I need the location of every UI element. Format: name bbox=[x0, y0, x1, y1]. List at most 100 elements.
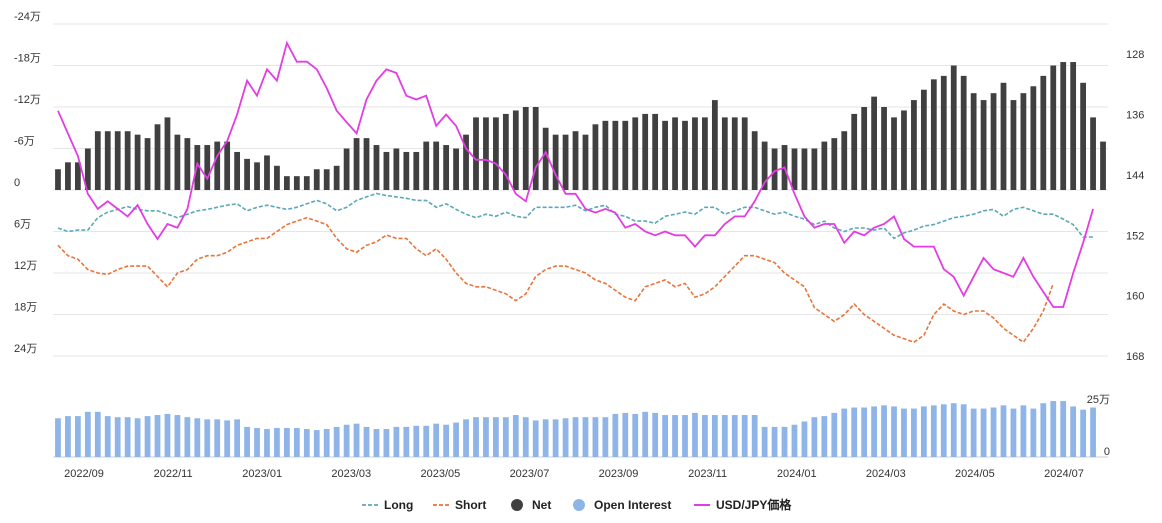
net-bar bbox=[861, 107, 868, 190]
open-interest-bar bbox=[522, 417, 529, 457]
open-interest-bar bbox=[94, 411, 101, 457]
open-interest-bar bbox=[582, 417, 589, 457]
open-interest-bar bbox=[443, 424, 450, 457]
right-tick-label: 168 bbox=[1126, 351, 1144, 363]
open-interest-bar bbox=[841, 408, 848, 457]
open-interest-bar bbox=[622, 412, 629, 457]
net-bar bbox=[84, 148, 91, 190]
open-interest-bar bbox=[493, 417, 499, 457]
open-interest-bar bbox=[771, 426, 778, 457]
x-tick-label: 2022/11 bbox=[154, 468, 193, 480]
open-interest-bar bbox=[1020, 405, 1027, 457]
open-interest-bar bbox=[74, 416, 81, 457]
open-interest-bar bbox=[473, 417, 479, 457]
net-bar bbox=[94, 131, 101, 190]
open-interest-bar bbox=[1030, 408, 1037, 457]
open-interest-bar bbox=[373, 429, 380, 457]
net-bar bbox=[124, 131, 131, 190]
open-interest-bar bbox=[672, 415, 678, 457]
oi-tick-label: 25万 bbox=[1087, 394, 1110, 406]
net-bar bbox=[1060, 62, 1067, 190]
net-bar bbox=[74, 162, 81, 190]
left-tick-label: -6万 bbox=[14, 136, 35, 148]
open-interest-bar bbox=[293, 427, 300, 457]
open-interest-bar bbox=[642, 411, 649, 457]
net-bar bbox=[871, 96, 877, 190]
net-bar bbox=[144, 138, 151, 190]
net-bar bbox=[960, 75, 967, 190]
net-bar bbox=[741, 117, 748, 190]
usdjpy-line bbox=[57, 40, 1094, 308]
net-bar bbox=[940, 75, 947, 190]
open-interest-bar bbox=[791, 424, 798, 457]
net-bar bbox=[1020, 93, 1027, 190]
left-tick-label: 12万 bbox=[14, 260, 37, 272]
open-interest-bar bbox=[274, 427, 280, 457]
net-bar bbox=[891, 117, 897, 190]
net-bar bbox=[134, 134, 141, 190]
right-tick-label: 152 bbox=[1126, 230, 1144, 242]
right-tick-label: 128 bbox=[1126, 49, 1144, 61]
net-bar bbox=[1090, 117, 1096, 190]
net-bar bbox=[403, 151, 410, 190]
open-interest-bar bbox=[483, 417, 489, 457]
open-interest-bar bbox=[114, 417, 121, 457]
net-bar bbox=[791, 148, 798, 190]
right-tick-label: 136 bbox=[1126, 110, 1144, 122]
net-bar bbox=[602, 120, 609, 190]
legend-label: Long bbox=[384, 498, 413, 512]
net-bar bbox=[980, 100, 987, 190]
open-interest-bar bbox=[632, 413, 639, 457]
net-bar bbox=[702, 117, 708, 190]
net-bar bbox=[692, 117, 698, 190]
net-bar bbox=[542, 127, 549, 190]
open-interest-bar bbox=[184, 417, 191, 457]
open-interest-bar bbox=[532, 420, 539, 457]
axes: 24万 18万 12万 6万 0 -6万 -12万 -18万 -24万 128 136 144 152 1… bbox=[14, 11, 1144, 480]
net-bar bbox=[562, 134, 569, 190]
open-interest-bar bbox=[254, 427, 260, 457]
net-bar bbox=[214, 141, 221, 190]
net-bar bbox=[174, 134, 181, 190]
open-interest-bar bbox=[602, 417, 609, 457]
open-interest-bar bbox=[781, 426, 788, 457]
x-tick-label: 2023/07 bbox=[510, 468, 550, 480]
net-bar bbox=[582, 134, 589, 190]
net-bar bbox=[1040, 75, 1047, 190]
legend-item-net: Net bbox=[511, 498, 551, 512]
net-bar bbox=[632, 117, 639, 190]
net-bar bbox=[1080, 82, 1087, 190]
net-bar bbox=[911, 100, 917, 190]
net-bar bbox=[413, 151, 420, 190]
net-bar bbox=[473, 117, 479, 190]
open-interest-bar bbox=[423, 425, 430, 457]
net-bar bbox=[572, 131, 579, 190]
net-bar bbox=[930, 79, 937, 190]
net-bar bbox=[423, 141, 430, 190]
net-bar bbox=[1050, 65, 1057, 190]
net-bar bbox=[353, 138, 360, 190]
long-line bbox=[57, 192, 1094, 240]
x-tick-label: 2024/05 bbox=[955, 468, 995, 480]
open-interest-bar bbox=[980, 408, 987, 457]
left-tick-label: 24万 bbox=[14, 343, 37, 355]
open-interest-bar bbox=[1070, 406, 1077, 457]
open-interest-bar bbox=[940, 404, 947, 457]
open-interest-bar bbox=[164, 413, 171, 457]
net-bar bbox=[881, 107, 887, 190]
legend-marker bbox=[573, 499, 585, 511]
open-interest-bar bbox=[990, 407, 997, 457]
x-tick-label: 2023/03 bbox=[331, 468, 371, 480]
net-bar bbox=[463, 134, 469, 190]
net-bar bbox=[373, 145, 380, 190]
legend-label: USD/JPY価格 bbox=[716, 497, 792, 512]
open-interest-bar bbox=[761, 426, 768, 457]
open-interest-bar bbox=[383, 429, 390, 457]
net-bars bbox=[55, 62, 1106, 190]
open-interest-bar bbox=[662, 415, 668, 457]
open-interest-bar bbox=[552, 419, 559, 457]
net-bar bbox=[841, 131, 848, 190]
oi-tick-label: 0 bbox=[1104, 446, 1110, 458]
open-interest-bar bbox=[343, 424, 350, 457]
